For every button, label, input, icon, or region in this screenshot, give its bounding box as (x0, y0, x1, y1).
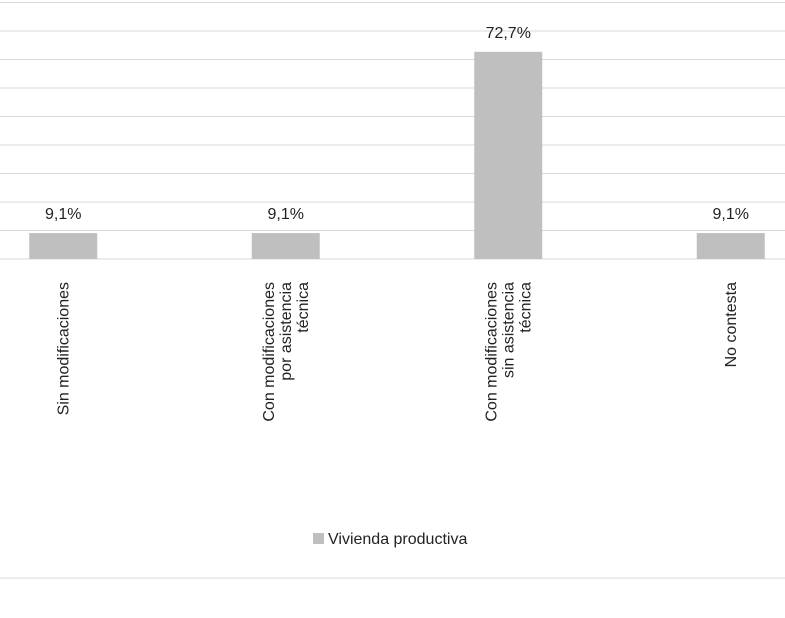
data-label: 9,1% (713, 206, 749, 223)
bar (696, 233, 765, 259)
data-label: 9,1% (45, 206, 81, 223)
legend-label: Vivienda productiva (328, 531, 467, 548)
legend-swatch (313, 533, 324, 544)
data-label: 72,7% (486, 25, 531, 42)
bar (251, 233, 320, 259)
x-tick-label: No contesta (723, 282, 740, 367)
bar (474, 51, 543, 260)
x-tick-label: Con modificacionespor asistenciatécnica (261, 282, 312, 422)
x-tick-label: Sin modificaciones (55, 282, 72, 415)
x-tick-label: Con modificacionessin asistenciatécnica (483, 282, 534, 422)
data-label: 9,1% (268, 206, 304, 223)
bar (29, 233, 98, 259)
